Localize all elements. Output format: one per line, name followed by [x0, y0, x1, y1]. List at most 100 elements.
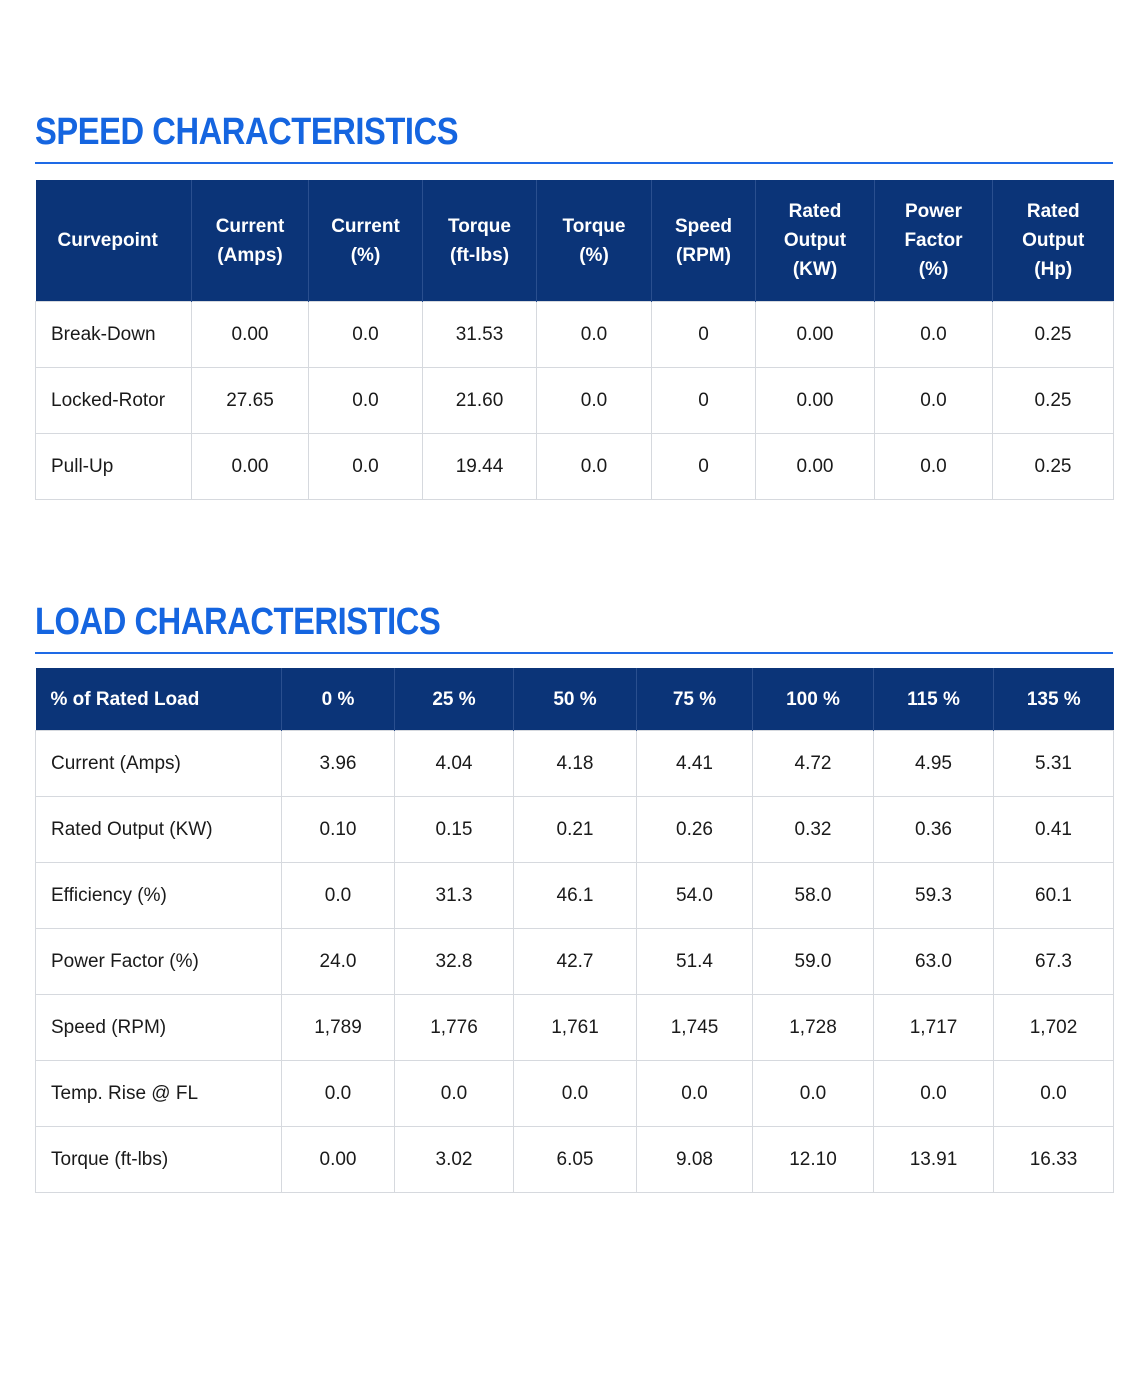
speed-title-rule: [35, 162, 1113, 164]
speed-header-line: (ft-lbs): [449, 244, 510, 266]
speed-cell: 0.25: [992, 301, 1114, 368]
load-cell: 6.05: [513, 1126, 637, 1193]
speed-header-line: (%): [918, 259, 949, 280]
load-cell: 63.0: [873, 928, 994, 995]
load-cell: 24.0: [281, 928, 395, 995]
speed-header-line: (RPM): [676, 244, 731, 266]
load-header-cell: 50 %: [513, 668, 637, 731]
load-cell: 0.0: [281, 1060, 395, 1127]
load-row-label: Power Factor (%): [35, 928, 282, 995]
load-characteristics-table: % of Rated Load 0 % 25 % 50 % 75 % 100 % 115 %…: [35, 668, 1114, 1193]
speed-cell: 0.0: [536, 367, 652, 434]
load-cell: 1,702: [993, 994, 1114, 1061]
load-cell: 16.33: [993, 1126, 1114, 1193]
speed-header-cell: Torque (ft-lbs): [422, 180, 537, 302]
speed-header-line: (%): [350, 244, 381, 266]
load-header-cell: 0 %: [281, 668, 395, 731]
speed-header-line: (%): [579, 244, 609, 266]
load-cell: 59.3: [873, 862, 994, 929]
speed-header-cell: Curvepoint: [35, 180, 192, 302]
speed-cell: 0.0: [536, 301, 652, 368]
speed-header-line: Torque: [448, 215, 511, 237]
load-cell: 0.32: [752, 796, 874, 863]
load-cell: 1,745: [636, 994, 753, 1061]
speed-header-line: (KW): [792, 259, 838, 280]
table-row: Temp. Rise @ FL 0.0 0.0 0.0 0.0 0.0 0.0 0.0: [35, 1060, 1114, 1127]
load-cell: 0.00: [281, 1126, 395, 1193]
speed-table-header-row: Curvepoint Current (Amps) Current (%) Torque (…: [35, 180, 1114, 302]
speed-section-title: SPEED CHARACTERISTICS: [35, 111, 459, 153]
speed-cell: 31.53: [422, 301, 537, 368]
load-row-label: Efficiency (%): [35, 862, 282, 929]
speed-cell: 0.00: [191, 433, 309, 500]
load-cell: 1,717: [873, 994, 994, 1061]
table-row: Break-Down 0.00 0.0 31.53 0.0 0 0.00 0.0 0.25: [35, 301, 1114, 368]
speed-header-line: Power: [904, 201, 963, 222]
speed-cell: 0.0: [536, 433, 652, 500]
speed-cell: 0: [651, 367, 756, 434]
speed-cell: 19.44: [422, 433, 537, 500]
load-cell: 5.31: [993, 730, 1114, 797]
speed-header-line: Rated: [1026, 201, 1080, 222]
speed-cell: 0.0: [308, 301, 423, 368]
load-cell: 0.0: [752, 1060, 874, 1127]
load-table-header-row: % of Rated Load 0 % 25 % 50 % 75 % 100 % 115 %…: [35, 668, 1114, 731]
speed-cell: 0.00: [191, 301, 309, 368]
table-row: Current (Amps) 3.96 4.04 4.18 4.41 4.72 4.95 5.…: [35, 730, 1114, 797]
load-row-label: Rated Output (KW): [35, 796, 282, 863]
speed-header-cell: Speed (RPM): [651, 180, 756, 302]
speed-row-label: Break-Down: [35, 301, 192, 368]
speed-cell: 0.25: [992, 433, 1114, 500]
speed-header-cell: Current (%): [308, 180, 423, 302]
load-cell: 3.02: [394, 1126, 514, 1193]
load-cell: 46.1: [513, 862, 637, 929]
load-cell: 4.41: [636, 730, 753, 797]
load-cell: 0.0: [873, 1060, 994, 1127]
load-cell: 4.04: [394, 730, 514, 797]
speed-cell: 0.00: [755, 367, 875, 434]
load-header-cell: 75 %: [636, 668, 753, 731]
speed-header-cell: Torque (%): [536, 180, 652, 302]
table-row: Rated Output (KW) 0.10 0.15 0.21 0.26 0.32 0.3…: [35, 796, 1114, 863]
load-cell: 51.4: [636, 928, 753, 995]
speed-header-cell: Current (Amps): [191, 180, 309, 302]
load-cell: 1,761: [513, 994, 637, 1061]
speed-cell: 0.0: [308, 367, 423, 434]
speed-row-label: Locked-Rotor: [35, 367, 192, 434]
speed-header-line: Factor: [904, 230, 963, 251]
speed-cell: 0.00: [755, 301, 875, 368]
speed-header-cell: Rated Output (KW): [755, 180, 875, 302]
speed-header-line: Curvepoint: [57, 230, 158, 251]
speed-header-line: (Amps): [217, 244, 283, 266]
load-cell: 0.0: [281, 862, 395, 929]
load-row-label: Current (Amps): [35, 730, 282, 797]
speed-characteristics-table: Curvepoint Current (Amps) Current (%) Torque (…: [35, 180, 1114, 500]
load-cell: 31.3: [394, 862, 514, 929]
table-row: Locked-Rotor 27.65 0.0 21.60 0.0 0 0.00 0.0 0.25: [35, 367, 1114, 434]
load-cell: 67.3: [993, 928, 1114, 995]
load-cell: 60.1: [993, 862, 1114, 929]
load-cell: 0.41: [993, 796, 1114, 863]
table-row: Speed (RPM) 1,789 1,776 1,761 1,745 1,728 1,71…: [35, 994, 1114, 1061]
load-cell: 1,776: [394, 994, 514, 1061]
speed-header-line: Output: [783, 230, 847, 251]
speed-header-line: Output: [1022, 230, 1085, 251]
load-cell: 0.0: [513, 1060, 637, 1127]
speed-cell: 21.60: [422, 367, 537, 434]
speed-header-line: Speed: [674, 215, 733, 237]
speed-row-label: Pull-Up: [35, 433, 192, 500]
load-cell: 0.10: [281, 796, 395, 863]
load-cell: 54.0: [636, 862, 753, 929]
load-title-rule: [35, 652, 1113, 654]
speed-header-line: Rated: [788, 201, 842, 222]
speed-header-line: Current: [215, 215, 285, 237]
load-cell: 0.21: [513, 796, 637, 863]
speed-cell: 0.0: [874, 367, 993, 434]
load-cell: 0.26: [636, 796, 753, 863]
table-row: Pull-Up 0.00 0.0 19.44 0.0 0 0.00 0.0 0.25: [35, 433, 1114, 500]
speed-cell: 0.00: [755, 433, 875, 500]
load-header-cell: 25 %: [394, 668, 514, 731]
speed-cell: 0.25: [992, 367, 1114, 434]
load-cell: 13.91: [873, 1126, 994, 1193]
speed-cell: 0.0: [874, 433, 993, 500]
